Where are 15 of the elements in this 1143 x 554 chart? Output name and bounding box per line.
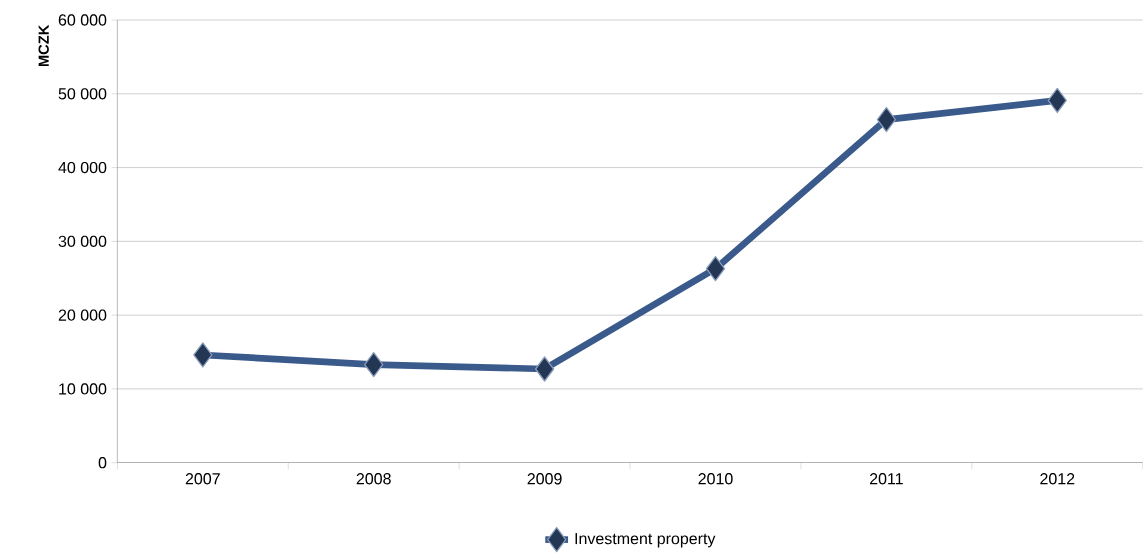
y-tick-label: 40 000: [58, 161, 107, 174]
y-tick-label: 50 000: [58, 88, 107, 100]
x-tick-label: 2012: [1040, 472, 1075, 485]
y-tick-label: 20 000: [58, 309, 107, 321]
y-tick-label: 60 000: [58, 14, 107, 26]
y-tick-label: 10 000: [59, 383, 107, 395]
y-tick-label: 30 000: [58, 235, 107, 247]
legend-label: Investment property: [575, 532, 716, 548]
y-tick-label: 0: [98, 456, 107, 469]
x-tick-label: 2007: [185, 472, 220, 485]
y-axis-title: MCZK: [38, 24, 49, 66]
x-tick-label: 2008: [356, 472, 391, 485]
x-tick-label: 2010: [698, 472, 733, 485]
x-tick-label: 2009: [527, 472, 562, 485]
x-tick-label: 2011: [869, 472, 903, 485]
